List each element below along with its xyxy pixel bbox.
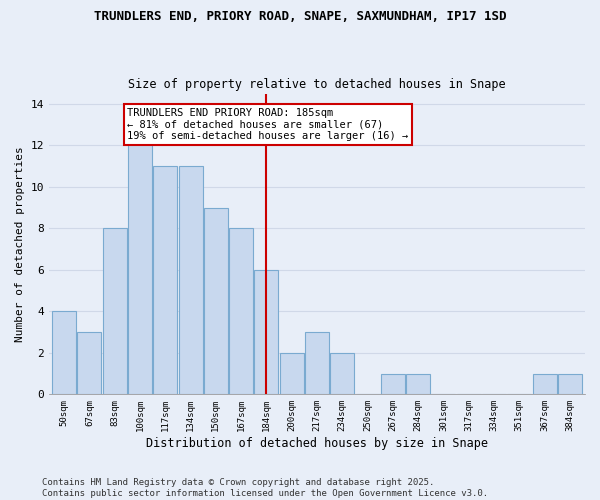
Bar — [153, 166, 177, 394]
Text: Contains HM Land Registry data © Crown copyright and database right 2025.
Contai: Contains HM Land Registry data © Crown c… — [42, 478, 488, 498]
Y-axis label: Number of detached properties: Number of detached properties — [15, 146, 25, 342]
Text: TRUNDLERS END PRIORY ROAD: 185sqm
← 81% of detached houses are smaller (67)
19% : TRUNDLERS END PRIORY ROAD: 185sqm ← 81% … — [127, 108, 409, 142]
Bar — [52, 312, 76, 394]
Bar — [128, 124, 152, 394]
Bar — [406, 374, 430, 394]
Bar — [179, 166, 203, 394]
Bar — [254, 270, 278, 394]
Bar — [305, 332, 329, 394]
Title: Size of property relative to detached houses in Snape: Size of property relative to detached ho… — [128, 78, 506, 91]
Bar — [280, 353, 304, 395]
Bar — [103, 228, 127, 394]
Bar — [77, 332, 101, 394]
Bar — [558, 374, 582, 394]
Bar — [204, 208, 228, 394]
Text: TRUNDLERS END, PRIORY ROAD, SNAPE, SAXMUNDHAM, IP17 1SD: TRUNDLERS END, PRIORY ROAD, SNAPE, SAXMU… — [94, 10, 506, 23]
X-axis label: Distribution of detached houses by size in Snape: Distribution of detached houses by size … — [146, 437, 488, 450]
Bar — [533, 374, 557, 394]
Bar — [330, 353, 354, 395]
Bar — [229, 228, 253, 394]
Bar — [381, 374, 405, 394]
